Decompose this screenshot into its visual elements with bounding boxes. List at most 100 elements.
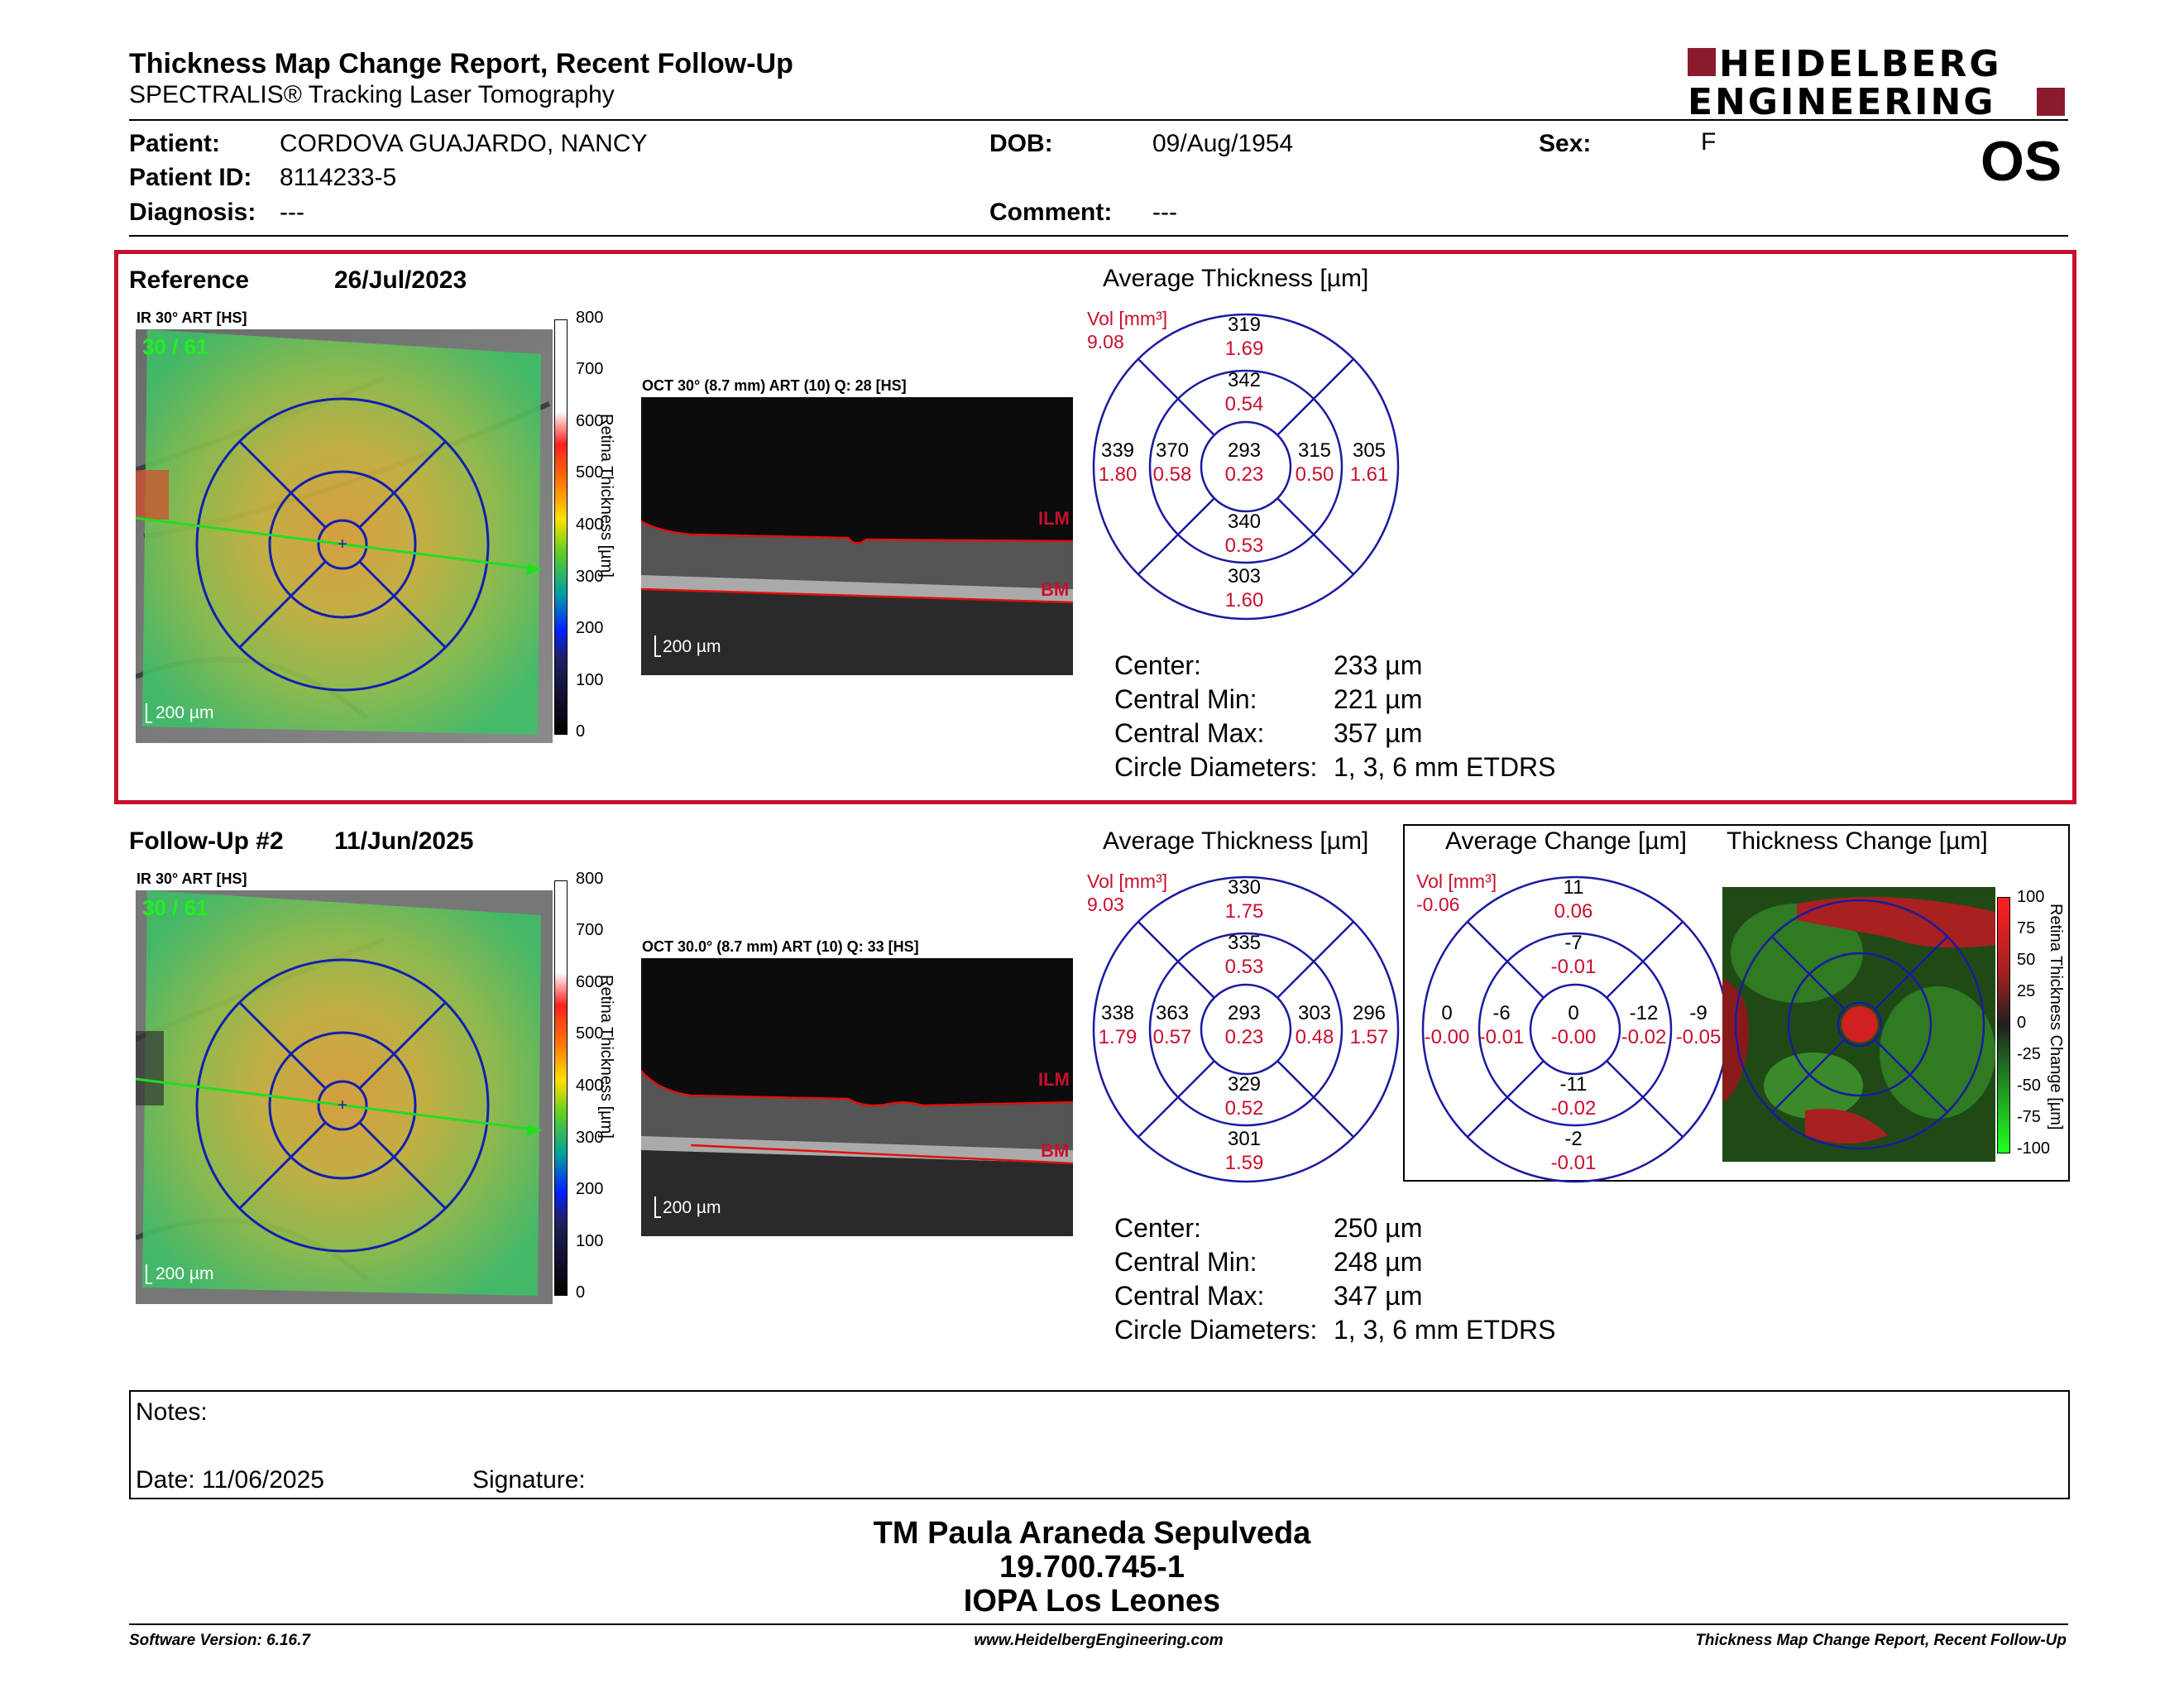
fu-center-label: Center:	[1114, 1213, 1201, 1243]
notes-date: Date: 11/06/2025	[136, 1466, 324, 1494]
fu-sector-inner-tmp: 363 0.57	[1152, 1002, 1192, 1048]
fu-cb-tick: 0	[576, 1283, 586, 1302]
ref-sector-inner-tmp: 370 0.58	[1152, 439, 1192, 486]
chg-cb-tick: 50	[2017, 951, 2036, 969]
ref-max-label: Central Max:	[1114, 718, 1265, 748]
reference-section	[114, 250, 2076, 804]
signer-id: 19.700.745-1	[999, 1550, 1185, 1585]
sex-value: F	[1701, 128, 1717, 156]
ref-sector-outer-nas: 305 1.61	[1349, 439, 1389, 486]
logo-line1: HEIDELBERG	[1719, 43, 2002, 85]
fu-diam-value: 1, 3, 6 mm ETDRS	[1334, 1315, 1556, 1345]
chg-cb-tick: 0	[2017, 1014, 2027, 1032]
ref-cb-tick: 700	[576, 360, 604, 378]
ref-sector-outer-tmp: 339 1.80	[1098, 439, 1138, 486]
fu-ir-label: IR 30° ART [HS]	[136, 870, 247, 887]
ref-center-value: 233 µm	[1334, 650, 1423, 680]
fu-oct-label: OCT 30.0° (8.7 mm) ART (10) Q: 33 [HS]	[642, 938, 919, 955]
fu-sector-inner-sup: 335 0.53	[1224, 932, 1264, 978]
reference-label: Reference	[129, 266, 250, 294]
ref-sector-inner-nas: 315 0.50	[1295, 439, 1334, 486]
ref-ir-image: + 30 / 61 200 µm	[134, 329, 553, 743]
notes-label: Notes:	[136, 1398, 208, 1426]
fu-diam-label: Circle Diameters:	[1114, 1315, 1318, 1345]
followup-date: 11/Jun/2025	[334, 827, 474, 855]
ref-sector-inner-sup: 342 0.54	[1224, 369, 1264, 415]
fu-vol-value: 9.03	[1087, 894, 1124, 915]
ref-min-value: 221 µm	[1334, 684, 1423, 714]
fu-sector-outer-sup: 330 1.75	[1224, 876, 1264, 923]
fu-etdrs-grid	[1090, 874, 1401, 1185]
ref-cb-title: Retina Thickness [µm]	[597, 414, 615, 578]
fu-cb-tick: 200	[576, 1180, 604, 1198]
ref-cb-tick: 200	[576, 619, 604, 637]
fu-vol-label: Vol [mm³]	[1087, 870, 1168, 892]
dob-label: DOB:	[989, 130, 1053, 157]
fu-cb-tick: 800	[576, 870, 604, 888]
svg-text:+: +	[338, 1096, 347, 1115]
fu-min-label: Central Min:	[1114, 1247, 1257, 1277]
notes-box	[129, 1390, 2070, 1499]
reference-date: 26/Jul/2023	[334, 266, 467, 294]
ref-oct-ilm: ILM	[1038, 508, 1070, 529]
fu-cb-tick: 500	[576, 1024, 604, 1043]
ref-ir-scale: 200 µm	[156, 703, 214, 722]
fu-oct-scalebar	[654, 1196, 656, 1218]
change-vol-label: Vol [mm³]	[1416, 870, 1497, 892]
change-avg-title: Average Change [µm]	[1445, 827, 1687, 855]
ref-cb-tick: 0	[576, 722, 586, 741]
ref-ir-overlay: 30 / 61	[142, 334, 208, 359]
chg-sector-outer-inf: -2 -0.01	[1550, 1128, 1597, 1174]
diagnosis-value: ---	[280, 199, 304, 226]
report-title: Thickness Map Change Report, Recent Foll…	[129, 48, 793, 79]
ref-cb-tick: 600	[576, 412, 604, 430]
fu-sector-outer-nas: 296 1.57	[1349, 1002, 1389, 1048]
dob-value: 09/Aug/1954	[1152, 130, 1294, 157]
fu-avg-title: Average Thickness [µm]	[1103, 827, 1369, 855]
footer-report: Thickness Map Change Report, Recent Foll…	[1695, 1632, 2067, 1649]
fu-oct-bm: BM	[1041, 1140, 1070, 1161]
fu-ir-image: + 30 / 61 200 µm	[134, 890, 553, 1304]
chg-sector-inner-inf: -11 -0.02	[1550, 1073, 1597, 1120]
svg-text:+: +	[338, 535, 347, 554]
change-cb-title: Retina Thickness Change [µm]	[2047, 904, 2065, 1130]
ref-colorbar	[554, 319, 568, 735]
fu-colorbar	[554, 880, 568, 1296]
ref-diam-value: 1, 3, 6 mm ETDRS	[1334, 752, 1556, 782]
fu-cb-tick: 100	[576, 1232, 604, 1250]
fu-cb-tick: 300	[576, 1129, 604, 1147]
ref-oct-scale: 200 µm	[663, 637, 721, 656]
ref-oct-scalebar	[654, 635, 656, 657]
ref-sector-center: 293 0.23	[1224, 439, 1264, 486]
fu-ir-overlay: 30 / 61	[142, 895, 208, 920]
ref-sector-outer-inf: 303 1.60	[1224, 565, 1264, 611]
ref-cb-tick: 500	[576, 463, 604, 482]
fu-oct-scale: 200 µm	[663, 1198, 721, 1217]
fu-sector-outer-tmp: 338 1.79	[1098, 1002, 1138, 1048]
ref-cb-tick: 400	[576, 516, 604, 534]
fu-ir-scalebar	[146, 1264, 147, 1284]
ref-ir-scalebar	[146, 703, 147, 723]
chg-sector-outer-sup: 11 0.06	[1554, 876, 1593, 923]
chg-cb-tick: 25	[2017, 982, 2036, 1000]
logo-square-top	[1688, 48, 1716, 76]
chg-sector-inner-sup: -7 -0.01	[1550, 932, 1597, 978]
fu-sector-inner-inf: 329 0.52	[1224, 1073, 1264, 1120]
chg-sector-outer-nas: -9 -0.05	[1675, 1002, 1722, 1048]
ref-vol-label: Vol [mm³]	[1087, 308, 1168, 329]
ref-oct-image: ILM BM 200 µm	[640, 397, 1074, 675]
change-vol-value: -0.06	[1416, 894, 1460, 915]
comment-label: Comment:	[989, 199, 1113, 226]
sex-label: Sex:	[1539, 130, 1592, 157]
fu-sector-inner-nas: 303 0.48	[1295, 1002, 1334, 1048]
footer-version: Software Version: 6.16.7	[129, 1632, 310, 1649]
patient-name: CORDOVA GUAJARDO, NANCY	[280, 130, 648, 157]
ref-center-label: Center:	[1114, 650, 1201, 680]
fu-max-value: 347 µm	[1334, 1281, 1423, 1311]
fu-sector-center: 293 0.23	[1224, 1002, 1264, 1048]
chg-sector-inner-nas: -12 -0.02	[1621, 1002, 1667, 1048]
fu-ir-scale: 200 µm	[156, 1264, 214, 1283]
fu-cb-tick: 400	[576, 1077, 604, 1095]
ref-max-value: 357 µm	[1334, 718, 1423, 748]
ref-sector-inner-inf: 340 0.53	[1224, 511, 1264, 557]
